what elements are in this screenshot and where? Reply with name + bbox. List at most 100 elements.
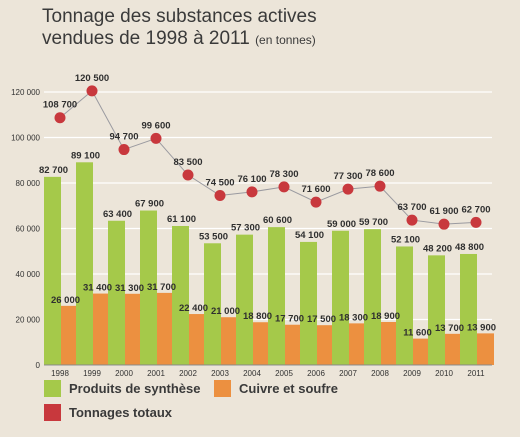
label-totaux: 78 300 [269, 169, 298, 180]
bar-synthese [300, 241, 317, 365]
label-totaux: 62 700 [461, 204, 490, 215]
y-tick-label: 20 000 [16, 316, 41, 325]
label-cuivre: 31 700 [147, 282, 176, 293]
bar-synthese [236, 234, 253, 365]
label-totaux: 78 600 [365, 168, 394, 179]
legend-swatch-synthese [44, 380, 61, 397]
bar-cuivre [157, 292, 174, 365]
label-cuivre: 18 900 [371, 311, 400, 322]
line-totaux [59, 90, 477, 225]
bar-cuivre [349, 323, 366, 365]
y-tick-label: 100 000 [11, 134, 40, 143]
bar-cuivre [381, 322, 398, 365]
bar-cuivre [413, 338, 430, 365]
point-totaux [438, 218, 450, 230]
bar-cuivre [317, 325, 334, 365]
label-cuivre: 26 000 [51, 295, 80, 306]
bar-synthese [460, 253, 477, 365]
bar-cuivre [61, 305, 78, 365]
label-totaux: 77 300 [333, 171, 362, 182]
label-totaux: 83 500 [173, 157, 202, 168]
bar-synthese [428, 255, 445, 365]
point-totaux [406, 214, 418, 226]
x-tick-label: 2009 [403, 369, 421, 378]
label-cuivre: 17 700 [275, 314, 304, 325]
label-totaux: 94 700 [109, 132, 138, 143]
legend-label-totaux: Tonnages totaux [69, 405, 173, 420]
point-totaux [342, 183, 354, 195]
x-tick-label: 2007 [339, 369, 357, 378]
x-tick-label: 2005 [275, 369, 293, 378]
label-totaux: 108 700 [43, 100, 77, 111]
label-synthese: 63 400 [103, 209, 132, 220]
bar-synthese [140, 210, 157, 365]
bar-cuivre [93, 293, 110, 365]
bar-synthese [108, 220, 125, 365]
point-totaux [86, 85, 98, 97]
label-totaux: 76 100 [237, 174, 266, 185]
label-cuivre: 11 600 [403, 328, 432, 339]
y-tick-label: 60 000 [16, 225, 41, 234]
label-synthese: 54 100 [295, 230, 324, 241]
bar-cuivre [221, 317, 238, 365]
label-totaux: 71 600 [301, 184, 330, 195]
y-tick-label: 80 000 [16, 179, 41, 188]
point-totaux [278, 181, 290, 193]
bar-cuivre [285, 324, 302, 365]
x-tick-label: 1999 [83, 369, 101, 378]
label-synthese: 57 300 [231, 223, 260, 234]
x-tick-label: 1998 [51, 369, 69, 378]
label-synthese: 67 900 [135, 199, 164, 210]
point-totaux [246, 186, 258, 198]
legend-label-synthese: Produits de synthèse [69, 381, 201, 396]
point-totaux [118, 144, 130, 156]
x-tick-label: 2011 [467, 369, 485, 378]
y-tick-label: 40 000 [16, 270, 41, 279]
chart-title-unit: (en tonnes) [255, 33, 316, 47]
label-cuivre: 31 300 [115, 283, 144, 294]
label-cuivre: 13 700 [435, 323, 464, 334]
bar-synthese [364, 229, 381, 365]
label-synthese: 59 700 [359, 217, 388, 228]
label-cuivre: 22 400 [179, 303, 208, 314]
label-cuivre: 21 000 [211, 306, 240, 317]
bar-synthese [204, 243, 221, 365]
label-synthese: 48 200 [423, 243, 452, 254]
x-tick-label: 2004 [243, 369, 261, 378]
legend-swatch-cuivre [214, 380, 231, 397]
point-totaux [54, 112, 66, 124]
label-totaux: 120 500 [75, 73, 109, 84]
point-totaux [150, 132, 162, 144]
chart-title-line1: Tonnage des substances actives [42, 6, 317, 27]
y-tick-label: 120 000 [11, 88, 40, 97]
label-synthese: 82 700 [39, 165, 68, 176]
label-cuivre: 18 300 [339, 312, 368, 323]
label-synthese: 61 100 [167, 214, 196, 225]
chart-title: Tonnage des substances actives vendues d… [42, 6, 317, 51]
point-totaux [214, 190, 226, 202]
bar-cuivre [445, 333, 462, 365]
label-synthese: 60 600 [263, 215, 292, 226]
label-synthese: 89 100 [71, 150, 100, 161]
x-tick-label: 2010 [435, 369, 453, 378]
label-cuivre: 18 800 [243, 311, 272, 322]
label-totaux: 63 700 [397, 202, 426, 213]
label-cuivre: 13 900 [467, 322, 496, 333]
bar-synthese [332, 230, 349, 365]
bar-synthese [396, 246, 413, 365]
x-tick-label: 2000 [115, 369, 133, 378]
bar-synthese [44, 176, 61, 365]
label-cuivre: 17 500 [307, 314, 336, 325]
legend-item-synthese: Produits de synthèse [44, 380, 200, 397]
x-tick-label: 2001 [147, 369, 165, 378]
x-tick-label: 2002 [179, 369, 197, 378]
point-totaux [310, 196, 322, 208]
point-totaux [374, 180, 386, 192]
label-totaux: 74 500 [205, 178, 234, 189]
bar-synthese [268, 227, 285, 365]
label-synthese: 48 800 [455, 242, 484, 253]
y-tick-label: 0 [36, 361, 41, 370]
bar-cuivre [477, 333, 494, 365]
x-tick-label: 2003 [211, 369, 229, 378]
